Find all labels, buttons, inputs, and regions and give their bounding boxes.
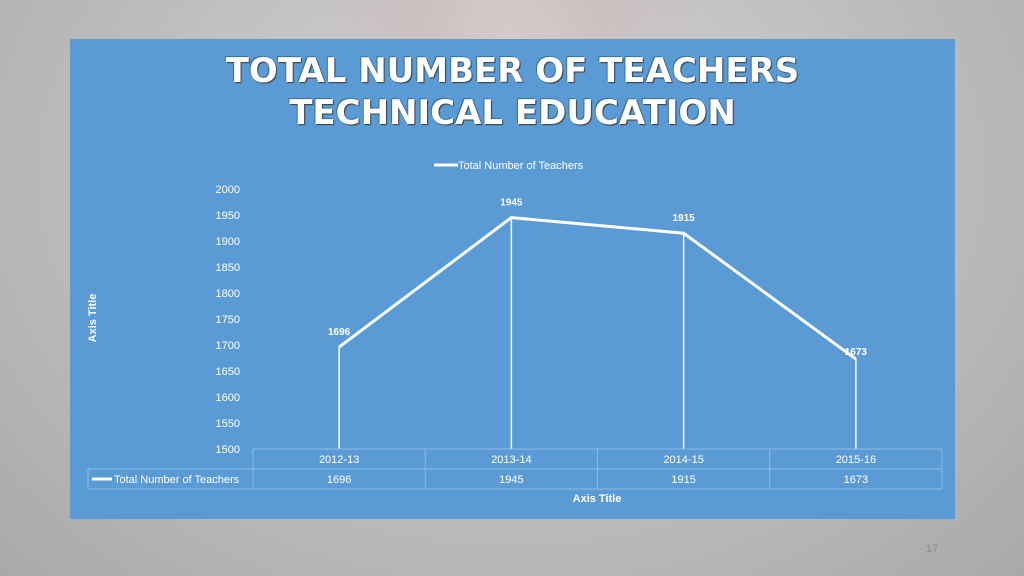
table-cell: 1945	[499, 474, 523, 486]
legend-label: Total Number of Teachers	[458, 160, 584, 172]
table-cell: 1915	[671, 474, 695, 486]
data-labels: 1696 1945 1915 1673	[328, 198, 867, 358]
chart-title-line-2: TECHNICAL EDUCATION	[289, 93, 736, 133]
x-tick-label: 2015-16	[836, 454, 876, 466]
x-tick-label: 2014-15	[663, 454, 703, 466]
data-label: 1696	[328, 327, 351, 338]
drop-lines	[338, 217, 857, 449]
data-label: 1915	[673, 213, 696, 224]
y-axis-title: Axis Title	[87, 294, 99, 343]
x-tick-label: 2012-13	[319, 454, 359, 466]
y-tick-label: 1850	[216, 262, 240, 274]
data-label: 1673	[845, 347, 868, 358]
y-axis-ticks: 2000 1950 1900 1850 1800 1750 1700 1650 1600 1550…	[216, 184, 240, 456]
y-tick-label: 1700	[216, 340, 240, 352]
chart-title: TOTAL NUMBER OF TEACHERS TECHNICAL EDUCA…	[70, 50, 955, 134]
table-cell: 1673	[844, 474, 868, 486]
table-cell: 1696	[327, 474, 351, 486]
x-tick-label: 2013-14	[491, 454, 531, 466]
y-tick-label: 1650	[216, 366, 240, 378]
series-line-total-teachers	[338, 216, 857, 361]
chart-panel	[70, 39, 955, 519]
y-tick-label: 1550	[216, 418, 240, 430]
chart-legend: Total Number of Teachers	[434, 160, 584, 172]
table-series-label: Total Number of Teachers	[114, 474, 240, 486]
y-tick-label: 2000	[216, 184, 240, 196]
y-tick-label: 1500	[216, 444, 240, 456]
y-tick-label: 1950	[216, 210, 240, 222]
y-tick-label: 1900	[216, 236, 240, 248]
data-table: 2012-13 2013-14 2014-15 2015-16 Total Number…	[87, 448, 943, 490]
y-tick-label: 1600	[216, 392, 240, 404]
chart-title-line-1: TOTAL NUMBER OF TEACHERS	[225, 51, 800, 91]
page-number: 17	[926, 543, 939, 555]
x-axis-title: Axis Title	[573, 493, 622, 505]
data-label: 1945	[500, 198, 523, 209]
y-tick-label: 1750	[216, 314, 240, 326]
y-tick-label: 1800	[216, 288, 240, 300]
